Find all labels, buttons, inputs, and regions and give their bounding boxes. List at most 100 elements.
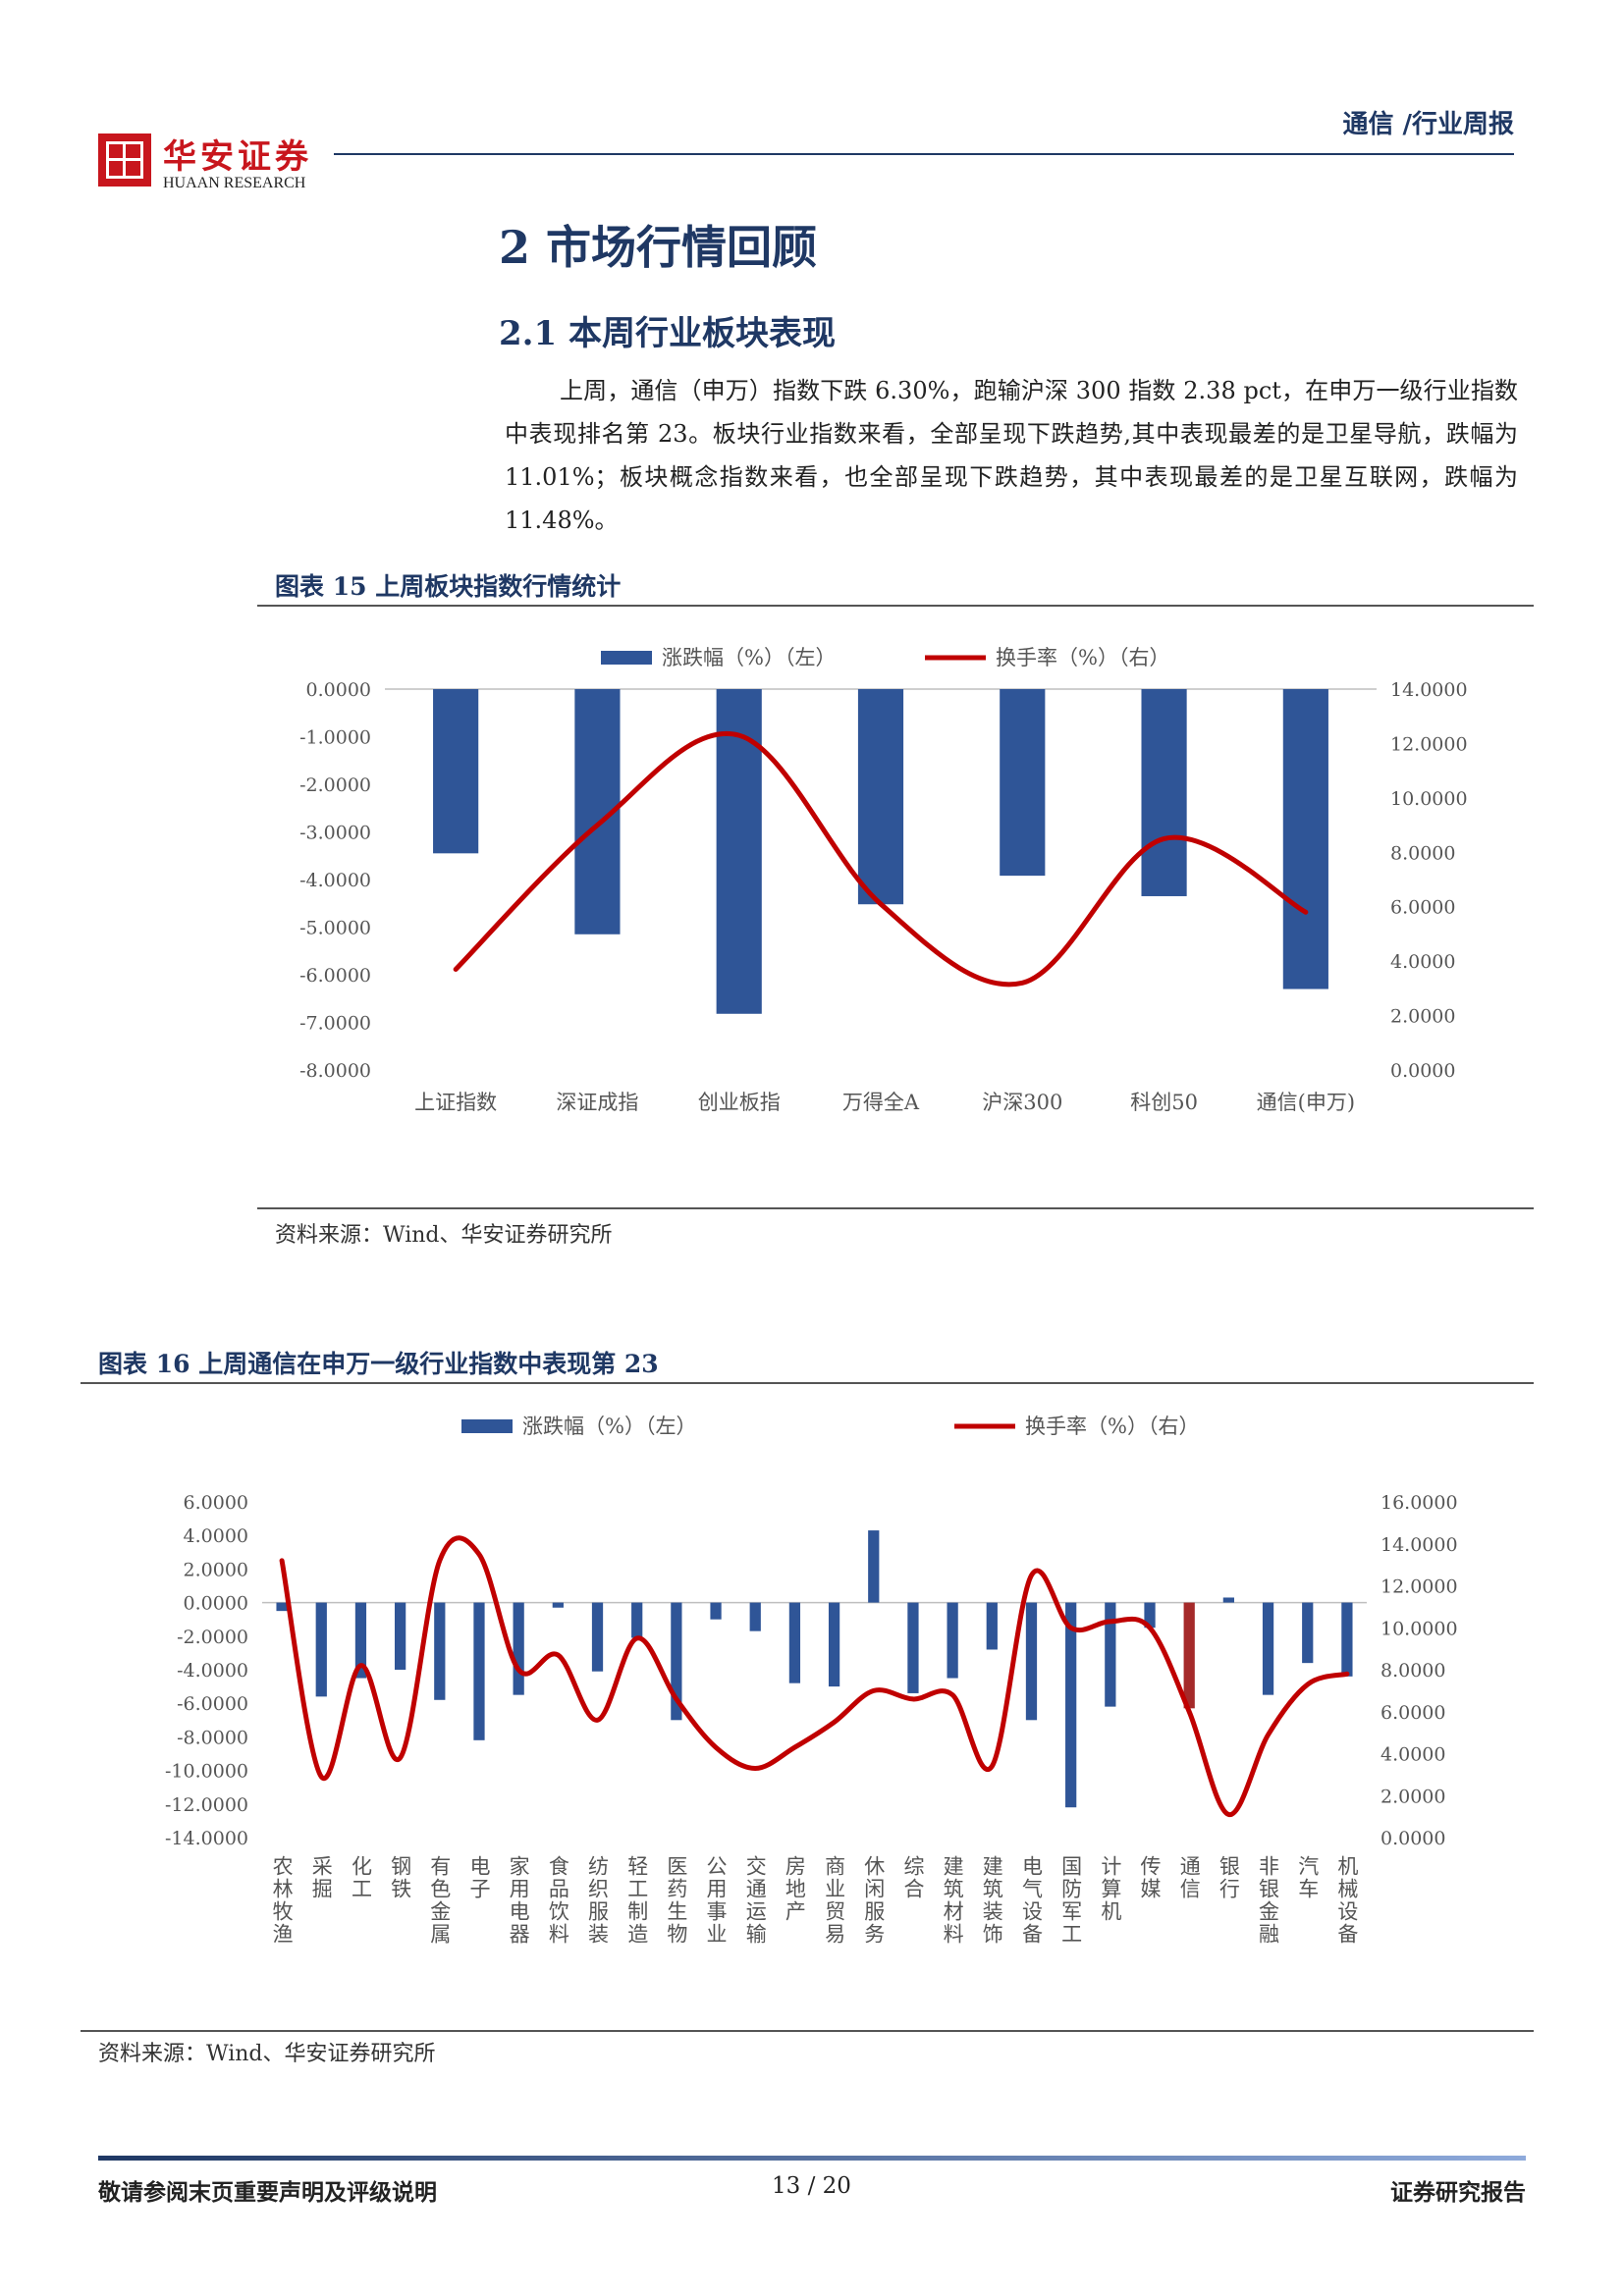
figure16-source: 资料来源：Wind、华安证券研究所 [98,2042,436,2066]
bar-传媒 [1144,1602,1156,1629]
x-category-label: 食品饮料 [546,1855,569,1946]
y-left-tick-label: -6.0000 [299,965,371,987]
y-right-tick-label: 14.0000 [1380,1534,1458,1556]
y-right-tick-label: 6.0000 [1380,1702,1445,1724]
y-right-tick-label: 4.0000 [1390,951,1455,973]
legend-label-bar: 涨跌幅（%）（左） [522,1415,696,1438]
x-category-label: 深证成指 [556,1091,638,1114]
y-right-tick-label: 14.0000 [1390,679,1468,701]
y-left-tick-label: -5.0000 [299,918,371,939]
x-category-label: 商业贸易 [823,1855,846,1946]
section-title: 2 市场行情回顾 [499,221,818,274]
figure16-bottom-rule [81,2030,1534,2032]
y-right-tick-label: 4.0000 [1380,1744,1445,1766]
bar-家用电器 [513,1602,524,1695]
turnover-line [279,1535,1350,1817]
x-category-label: 沪深300 [982,1091,1062,1114]
x-category-label: 轻工制造 [625,1855,649,1946]
brand-name-en: HUAAN RESEARCH [163,175,306,191]
bar-综合 [907,1602,919,1693]
bar-通信 [1183,1602,1195,1709]
bar-公用事业 [710,1602,722,1620]
footer-report-type: 证券研究报告 [1390,2179,1526,2206]
x-category-label: 汽车 [1296,1855,1320,1900]
y-left-tick-label: -4.0000 [177,1660,248,1682]
y-right-tick-label: 16.0000 [1380,1492,1458,1514]
y-right-tick-label: 12.0000 [1380,1576,1458,1598]
x-category-label: 国防军工 [1059,1855,1083,1946]
x-category-label: 万得全A [842,1091,920,1114]
x-category-label: 房地产 [783,1855,806,1923]
report-category: 通信 /行业周报 [1342,110,1514,139]
y-left-tick-label: -2.0000 [177,1627,248,1648]
figure15-chart: 涨跌幅（%）（左） 换手率（%）（右） 0.0000 -1.0000 -2.0000 -3… [299,646,1468,1114]
bar-机械设备 [1341,1602,1353,1677]
legend-label-line: 换手率（%）（右） [996,646,1169,669]
y-left-tick-label: 6.0000 [184,1492,248,1514]
y-right-tick-label: 8.0000 [1390,842,1455,864]
page-number: 13 / 20 [772,2173,851,2199]
figure15-bottom-rule [257,1207,1534,1209]
bar-商业贸易 [828,1602,840,1687]
bar-通信(申万) [1282,689,1328,989]
footer-disclaimer: 敬请参阅末页重要声明及评级说明 [98,2179,437,2206]
x-category-label: 家用电器 [507,1855,530,1946]
x-category-label: 通信 [1177,1855,1201,1900]
brand-logo-icon [98,133,151,187]
bar-医药生物 [671,1602,682,1721]
x-category-label: 休闲服务 [862,1855,886,1946]
figure15-source: 资料来源：Wind、华安证券研究所 [275,1223,613,1248]
y-left-tick-label: -6.0000 [177,1693,248,1715]
bar-建筑材料 [947,1602,958,1679]
bar-休闲服务 [868,1530,880,1603]
x-category-label: 综合 [901,1855,925,1900]
y-left-tick-label: -12.0000 [165,1794,248,1816]
bar-轻工制造 [631,1602,643,1638]
x-category-label: 纺织服装 [586,1855,610,1946]
x-category-label: 钢铁 [389,1855,412,1900]
x-category-label: 通信(申万) [1257,1091,1355,1114]
bar-农林牧渔 [276,1602,288,1612]
bar-有色金属 [434,1602,446,1700]
bar-计算机 [1105,1602,1116,1707]
x-category-label: 创业板指 [698,1091,781,1114]
legend-label-line: 换手率（%）（右） [1025,1415,1199,1438]
x-category-label: 公用事业 [704,1855,728,1946]
x-category-label: 科创50 [1130,1091,1198,1114]
bar-非银金融 [1262,1602,1274,1695]
y-right-tick-label: 10.0000 [1380,1618,1458,1639]
x-category-label: 机械设备 [1335,1855,1359,1946]
x-category-label: 农林牧渔 [270,1855,294,1946]
legend-swatch-bar [601,651,652,665]
header-divider [334,153,1514,155]
bar-钢铁 [395,1602,406,1670]
y-left-tick-label: -4.0000 [299,870,371,891]
x-category-label: 化工 [349,1855,372,1900]
x-category-label: 计算机 [1099,1855,1122,1923]
y-right-tick-label: 8.0000 [1380,1660,1445,1682]
y-left-tick-label: 0.0000 [306,679,371,701]
x-category-label: 上证指数 [414,1091,497,1114]
x-category-label: 非银金融 [1257,1855,1280,1946]
bar-纺织服装 [591,1602,604,1672]
x-category-label: 传媒 [1138,1855,1162,1900]
y-left-tick-label: 2.0000 [184,1559,248,1580]
figure15-title: 图表 15 上周板块指数行情统计 [275,572,622,601]
figure16-title: 图表 16 上周通信在申万一级行业指数中表现第 23 [98,1350,659,1378]
bar-采掘 [315,1602,327,1697]
y-right-tick-label: 6.0000 [1390,897,1455,919]
x-category-label: 采掘 [309,1855,333,1900]
figure16-chart: 涨跌幅（%）（左） 换手率（%）（右） 6.0000 4.0000 2.0000 0.00… [165,1415,1458,1946]
bar-交通运输 [749,1602,761,1631]
y-left-tick-label: -7.0000 [299,1013,371,1035]
y-left-tick-label: -2.0000 [299,774,371,796]
y-right-tick-label: 12.0000 [1390,733,1468,755]
legend-label-bar: 涨跌幅（%）（左） [662,646,836,669]
bar-万得全A [857,689,904,905]
turnover-line [453,730,1309,988]
y-right-tick-label: 0.0000 [1380,1828,1445,1849]
bar-沪深300 [1000,689,1046,877]
figure16-top-rule [81,1382,1534,1384]
figure15-top-rule [257,605,1534,607]
bar-建筑装饰 [986,1602,998,1650]
